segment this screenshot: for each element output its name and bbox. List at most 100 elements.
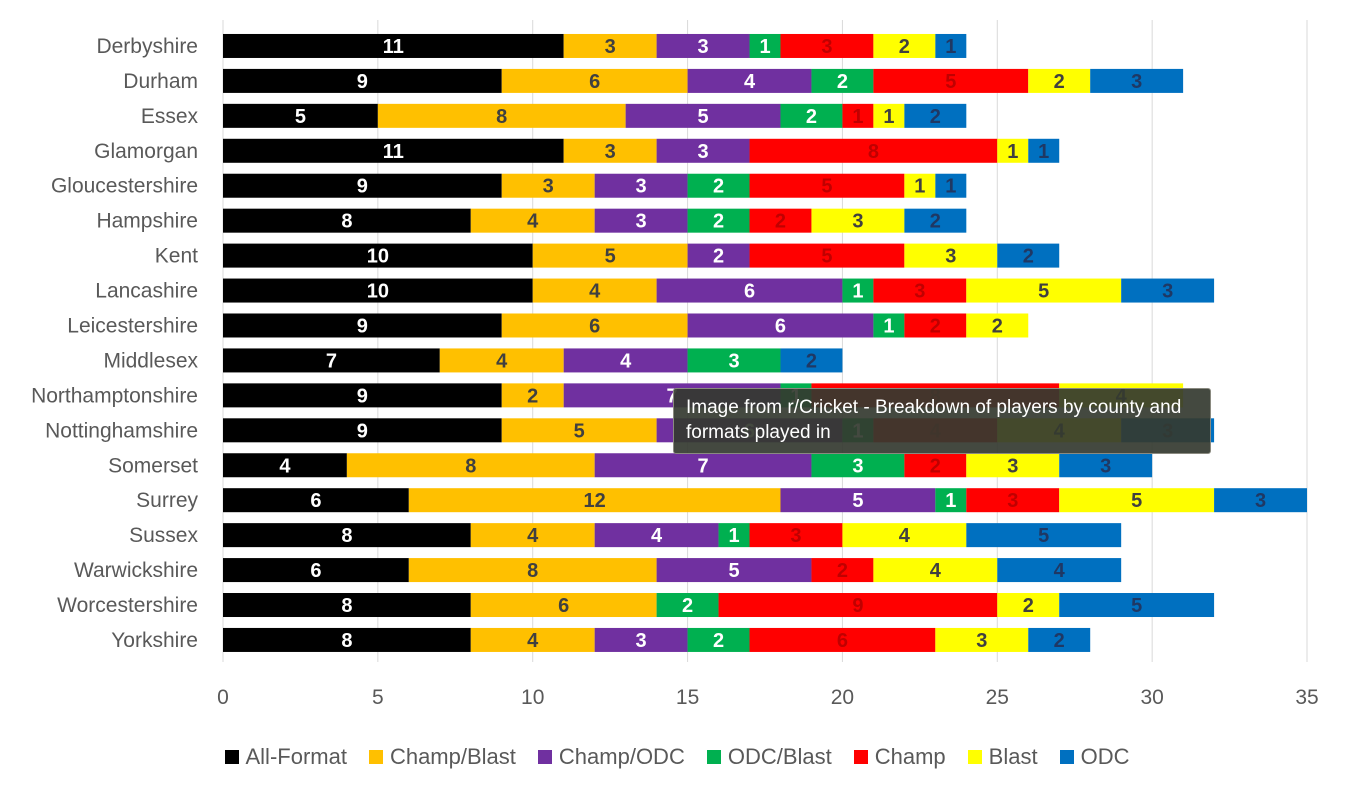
tooltip-text: Image from r/Cricket - Breakdown of play… xyxy=(686,397,1182,443)
bar-segment xyxy=(997,243,1060,268)
bar-segment xyxy=(346,453,595,478)
data-label: 5 xyxy=(295,106,306,128)
data-label: 9 xyxy=(357,71,368,93)
category-label: Durham xyxy=(123,70,198,93)
data-label: 5 xyxy=(574,420,585,442)
bar-segment xyxy=(594,173,688,198)
bar-segment xyxy=(656,278,843,303)
x-tick-label: 20 xyxy=(831,686,854,709)
bar-segment xyxy=(223,138,564,163)
category-label: Gloucestershire xyxy=(51,175,198,198)
data-label: 8 xyxy=(341,211,352,233)
bar-segment xyxy=(223,68,502,93)
category-label: Leicestershire xyxy=(67,314,198,337)
category-label: Northamptonshire xyxy=(31,384,198,407)
bar-segment xyxy=(997,593,1060,618)
bar-segment xyxy=(594,627,688,652)
bar-segment xyxy=(997,558,1122,583)
data-label: 5 xyxy=(821,176,832,198)
data-label: 2 xyxy=(1023,595,1034,617)
bar-segment xyxy=(749,173,905,198)
bar-segment xyxy=(811,208,905,233)
data-label: 6 xyxy=(837,630,848,652)
bar-segment xyxy=(811,453,905,478)
bar-segment xyxy=(749,243,905,268)
bar-segment xyxy=(966,523,1122,548)
bar-segment xyxy=(780,103,843,128)
bar-segment xyxy=(656,593,719,618)
bar-segment xyxy=(1090,68,1184,93)
data-label: 3 xyxy=(945,246,956,268)
data-label: 5 xyxy=(945,71,956,93)
bar-segment xyxy=(223,33,564,58)
data-label: 11 xyxy=(383,141,404,163)
bars: 11 3 3 1 3 2 19 6 4 2 5 2 35 8 5 2 1 1 211 3 3 8 1 19 3 3 2 5 1 18 4 3 2… xyxy=(223,33,1307,652)
legend-item: Champ xyxy=(853,744,946,770)
bar-segment xyxy=(594,453,812,478)
legend-label: Blast xyxy=(988,744,1038,769)
category-label: Nottinghamshire xyxy=(45,419,198,442)
legend-swatch xyxy=(967,750,982,764)
data-label: 2 xyxy=(527,385,538,407)
data-label: 8 xyxy=(465,455,476,477)
data-label: 2 xyxy=(1054,71,1065,93)
data-label: 2 xyxy=(713,211,724,233)
data-label: 2 xyxy=(1023,246,1034,268)
data-label: 5 xyxy=(1038,281,1049,303)
bar-segment xyxy=(966,488,1060,513)
bar-segment xyxy=(873,33,936,58)
data-label: 8 xyxy=(527,560,538,582)
bar-segment xyxy=(749,138,998,163)
data-label: 2 xyxy=(713,630,724,652)
data-label: 3 xyxy=(728,350,739,372)
category-label: Surrey xyxy=(136,489,198,512)
bar-segment xyxy=(563,138,657,163)
data-label: 4 xyxy=(899,525,911,547)
bar-segment xyxy=(935,173,967,198)
legend-label: ODC xyxy=(1080,744,1130,769)
bar-segment xyxy=(780,33,874,58)
category-label: Yorkshire xyxy=(111,629,198,652)
bar-segment xyxy=(842,103,874,128)
bar-segment xyxy=(687,348,781,373)
bar-segment xyxy=(966,278,1122,303)
data-label: 10 xyxy=(367,246,389,268)
bar-segment xyxy=(904,103,967,128)
data-label: 7 xyxy=(667,385,678,407)
bar-segment xyxy=(1059,488,1215,513)
data-label: 1 xyxy=(852,106,863,128)
bar-segment xyxy=(811,558,874,583)
bar-segment xyxy=(904,243,998,268)
category-label: Lancashire xyxy=(95,280,198,303)
data-label: 2 xyxy=(930,211,941,233)
bar-segment xyxy=(718,593,998,618)
data-label: 7 xyxy=(697,455,708,477)
bar-segment xyxy=(501,418,657,443)
data-label: 9 xyxy=(357,176,368,198)
bar-segment xyxy=(873,558,998,583)
data-label: 4 xyxy=(496,350,508,372)
data-label: 4 xyxy=(527,211,539,233)
bar-segment xyxy=(470,593,657,618)
bar-segment xyxy=(1028,68,1091,93)
data-label: 4 xyxy=(589,281,601,303)
data-label: 3 xyxy=(821,36,832,58)
data-label: 8 xyxy=(341,630,352,652)
data-label: 3 xyxy=(914,281,925,303)
data-label: 3 xyxy=(1100,455,1111,477)
category-label: Hampshire xyxy=(96,210,198,233)
bar-segment xyxy=(780,348,843,373)
legend-item: Champ/ODC xyxy=(537,744,685,770)
data-label: 3 xyxy=(1162,281,1173,303)
bar-segment xyxy=(470,627,595,652)
legend-item: All-Format xyxy=(224,744,347,770)
bar-segment xyxy=(842,523,967,548)
data-label: 6 xyxy=(744,281,755,303)
data-label: 3 xyxy=(1255,490,1266,512)
bar-segment xyxy=(873,103,905,128)
bar-segment xyxy=(223,488,409,513)
bar-segment xyxy=(532,243,688,268)
data-label: 2 xyxy=(682,595,693,617)
bar-segment xyxy=(687,313,874,338)
data-label: 1 xyxy=(852,281,863,303)
